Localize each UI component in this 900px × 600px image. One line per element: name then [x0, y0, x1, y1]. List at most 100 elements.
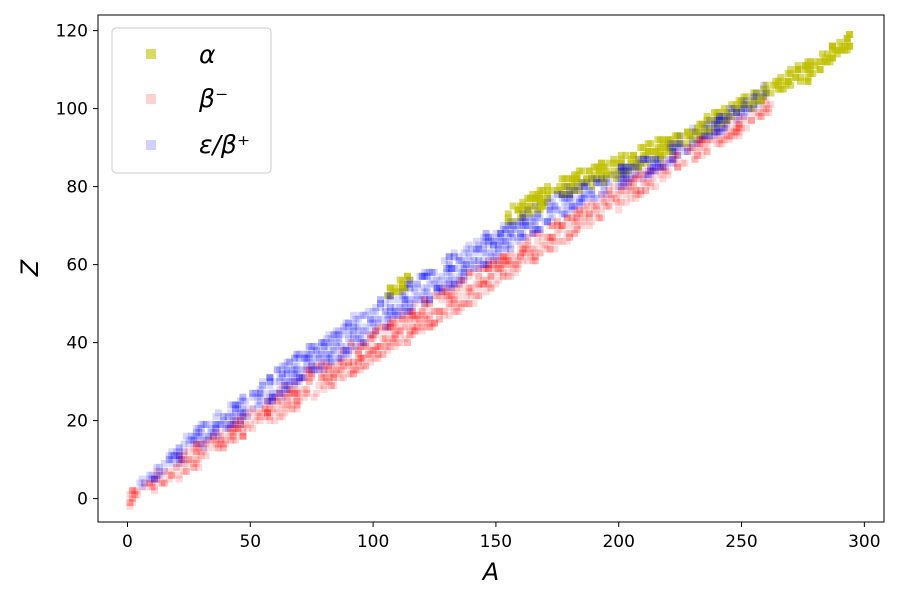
data-point-beta_minus: [556, 237, 564, 245]
data-point-alpha: [779, 85, 787, 93]
data-point-ec_beta_plus: [750, 93, 758, 101]
data-point-ec_beta_plus: [652, 163, 660, 171]
data-point-alpha: [723, 112, 731, 120]
data-point-beta_minus: [438, 288, 446, 296]
data-point-beta_minus: [600, 198, 608, 206]
data-point-alpha: [642, 151, 650, 159]
data-point-beta_minus: [404, 339, 411, 347]
data-point-alpha: [585, 167, 593, 175]
data-point-ec_beta_plus: [580, 190, 588, 198]
data-point-beta_minus: [212, 440, 220, 448]
data-point-alpha: [833, 50, 841, 58]
data-point-beta_minus: [462, 292, 470, 300]
data-point-beta_minus: [268, 393, 276, 401]
data-point-ec_beta_plus: [534, 226, 542, 233]
data-point-ec_beta_plus: [369, 307, 377, 315]
data-point-ec_beta_plus: [155, 471, 163, 479]
data-point-ec_beta_plus: [632, 163, 640, 171]
data-point-beta_minus: [485, 257, 492, 265]
data-point-ec_beta_plus: [521, 214, 529, 222]
data-point-ec_beta_plus: [377, 296, 384, 304]
data-point-ec_beta_plus: [455, 257, 463, 265]
data-point-ec_beta_plus: [222, 424, 230, 432]
data-point-ec_beta_plus: [389, 307, 397, 315]
data-point-beta_minus: [546, 233, 554, 241]
data-point-beta_minus: [492, 265, 500, 272]
data-point-ec_beta_plus: [521, 218, 529, 226]
data-point-beta_minus: [450, 296, 458, 304]
data-point-ec_beta_plus: [165, 452, 173, 460]
data-point-ec_beta_plus: [602, 179, 610, 187]
data-point-beta_minus: [158, 479, 166, 487]
data-point-ec_beta_plus: [661, 163, 669, 171]
data-point-ec_beta_plus: [386, 296, 394, 304]
data-point-beta_minus: [531, 253, 539, 261]
data-point-ec_beta_plus: [544, 218, 551, 226]
data-point-beta_minus: [168, 471, 176, 479]
data-point-ec_beta_plus: [750, 101, 758, 109]
data-point-ec_beta_plus: [401, 307, 409, 315]
data-point-ec_beta_plus: [595, 179, 603, 187]
data-point-ec_beta_plus: [620, 179, 628, 187]
data-point-ec_beta_plus: [669, 155, 677, 163]
data-point-ec_beta_plus: [620, 171, 628, 179]
data-point-ec_beta_plus: [175, 460, 183, 467]
data-point-beta_minus: [276, 389, 284, 397]
data-point-ec_beta_plus: [713, 120, 721, 128]
data-point-beta_minus: [563, 214, 571, 222]
data-point-alpha: [593, 163, 601, 171]
data-point-beta_minus: [413, 311, 421, 319]
data-point-beta_minus: [435, 315, 443, 323]
data-point-ec_beta_plus: [529, 229, 537, 237]
data-point-alpha: [804, 62, 812, 70]
data-point-alpha: [733, 109, 741, 116]
data-point-beta_minus: [460, 276, 468, 284]
data-point-ec_beta_plus: [499, 226, 507, 233]
data-point-beta_minus: [283, 389, 291, 397]
data-point-beta_minus: [504, 257, 512, 265]
data-point-ec_beta_plus: [485, 241, 492, 249]
data-point-beta_minus: [735, 112, 743, 120]
data-point-alpha: [610, 155, 618, 163]
data-point-beta_minus: [413, 323, 421, 331]
data-point-ec_beta_plus: [553, 190, 561, 198]
data-point-ec_beta_plus: [227, 401, 235, 409]
data-point-ec_beta_plus: [499, 222, 507, 230]
data-point-beta_minus: [634, 190, 642, 198]
data-point-alpha: [558, 190, 566, 198]
data-point-ec_beta_plus: [197, 424, 205, 432]
data-point-beta_minus: [200, 440, 208, 448]
data-point-beta_minus: [593, 202, 601, 210]
data-point-beta_minus: [212, 436, 220, 444]
data-point-ec_beta_plus: [644, 167, 652, 175]
data-point-beta_minus: [762, 109, 770, 116]
data-point-ec_beta_plus: [742, 109, 750, 116]
data-point-beta_minus: [350, 370, 357, 378]
data-point-beta_minus: [517, 253, 524, 261]
data-point-beta_minus: [389, 335, 397, 343]
data-point-ec_beta_plus: [298, 374, 306, 382]
data-point-ec_beta_plus: [548, 214, 556, 222]
data-point-alpha: [615, 167, 623, 175]
data-point-ec_beta_plus: [669, 148, 677, 155]
data-point-beta_minus: [652, 167, 660, 175]
data-point-ec_beta_plus: [281, 382, 289, 389]
data-point-beta_minus: [605, 202, 613, 210]
data-point-ec_beta_plus: [330, 331, 338, 339]
data-point-ec_beta_plus: [155, 463, 163, 471]
data-point-ec_beta_plus: [332, 327, 340, 335]
data-point-beta_minus: [696, 140, 704, 148]
data-point-ec_beta_plus: [730, 105, 738, 113]
data-point-ec_beta_plus: [438, 288, 446, 296]
data-point-ec_beta_plus: [377, 296, 384, 304]
data-point-ec_beta_plus: [259, 382, 267, 389]
data-point-beta_minus: [246, 409, 254, 417]
data-point-ec_beta_plus: [413, 280, 421, 288]
data-point-ec_beta_plus: [440, 284, 448, 292]
data-point-beta_minus: [632, 187, 640, 194]
data-point-beta_minus: [276, 413, 284, 421]
data-point-ec_beta_plus: [534, 226, 542, 233]
data-point-beta_minus: [740, 112, 748, 120]
data-point-ec_beta_plus: [490, 241, 497, 249]
data-point-ec_beta_plus: [480, 249, 488, 257]
